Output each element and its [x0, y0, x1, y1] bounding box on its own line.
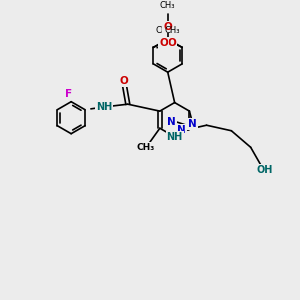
Text: N: N — [188, 119, 197, 129]
Text: N: N — [167, 117, 176, 128]
Text: F: F — [64, 89, 72, 99]
Text: O: O — [164, 22, 172, 32]
Text: O: O — [159, 38, 168, 48]
Text: CH₃: CH₃ — [137, 143, 155, 152]
Text: NH: NH — [167, 132, 183, 142]
Text: N: N — [177, 125, 186, 135]
Text: NH: NH — [96, 102, 112, 112]
Text: O: O — [119, 76, 128, 86]
Text: CH₃: CH₃ — [164, 26, 180, 35]
Text: OH: OH — [256, 165, 273, 175]
Text: O: O — [167, 38, 176, 48]
Text: CH₃: CH₃ — [156, 26, 171, 35]
Text: CH₃: CH₃ — [160, 1, 176, 10]
